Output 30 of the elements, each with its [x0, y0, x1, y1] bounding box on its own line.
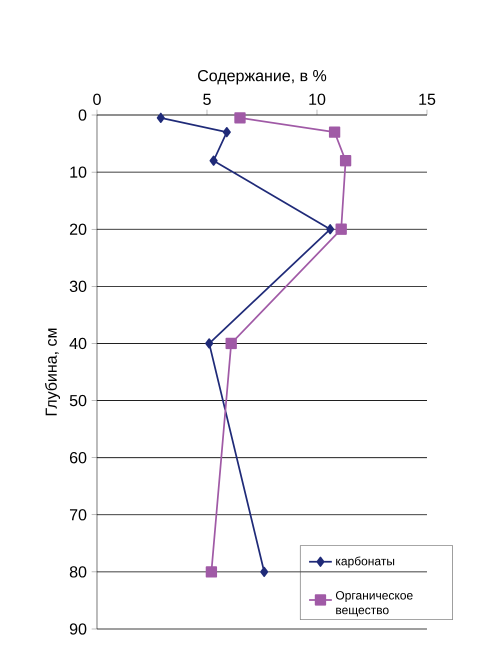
point [234, 112, 246, 124]
y-tick-label: 20 [70, 224, 86, 235]
point [206, 566, 218, 578]
point [205, 338, 214, 349]
x-tick-label: 10 [309, 94, 326, 105]
y-tick-label: 50 [70, 394, 86, 406]
x-tick-label: 5 [203, 94, 211, 105]
point [222, 127, 231, 138]
point [156, 112, 165, 124]
point [226, 338, 237, 350]
legend-label: Органическое вещество [336, 591, 413, 617]
point [328, 126, 340, 138]
y-tick-label: 40 [70, 338, 86, 350]
legend-label: карбонаты [336, 556, 394, 568]
x-tick-label: 15 [419, 94, 436, 105]
y-tick-label: 0 [78, 109, 86, 121]
point [210, 156, 218, 166]
point [260, 566, 268, 578]
y-tick-label: 60 [70, 452, 86, 464]
y-tick-label: 90 [70, 623, 86, 635]
y-axis-title: Глубина, см [44, 328, 60, 416]
y-tick-label: 80 [70, 566, 86, 578]
y-tick-label: 30 [70, 280, 86, 292]
point [336, 224, 347, 235]
x-axis-title: Содержание, в % [198, 70, 326, 84]
x-tick-label: 0 [93, 94, 101, 105]
point [340, 155, 352, 166]
y-tick-label: 70 [70, 509, 86, 520]
point [326, 224, 334, 234]
y-tick-label: 10 [70, 166, 86, 178]
